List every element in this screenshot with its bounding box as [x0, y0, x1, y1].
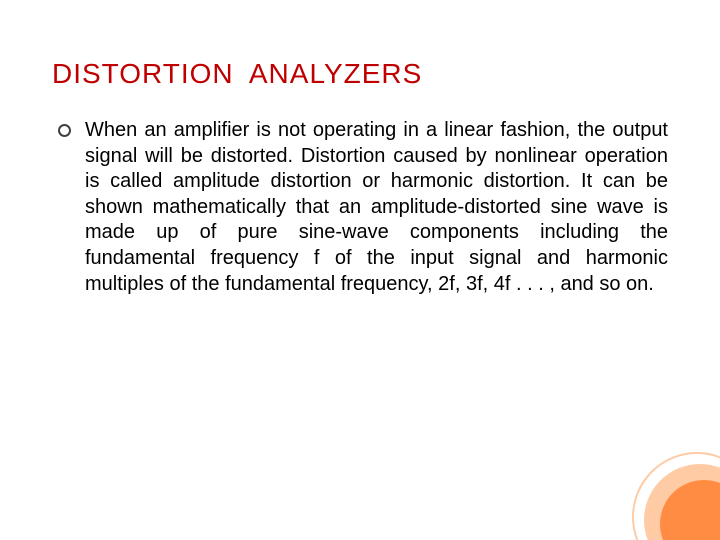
bullet-item: When an amplifier is not operating in a … [58, 118, 668, 297]
slide-title: DISTORTION ANALYZERS [52, 58, 668, 90]
slide: DISTORTION ANALYZERS When an amplifier i… [0, 0, 720, 540]
bullet-icon [58, 124, 71, 137]
deco-circle-inner [660, 480, 720, 540]
body-paragraph: When an amplifier is not operating in a … [85, 118, 668, 297]
deco-circle-outer [632, 452, 720, 540]
slide-content: When an amplifier is not operating in a … [52, 118, 668, 297]
corner-decoration [600, 420, 720, 540]
deco-circle-mid [644, 464, 720, 540]
